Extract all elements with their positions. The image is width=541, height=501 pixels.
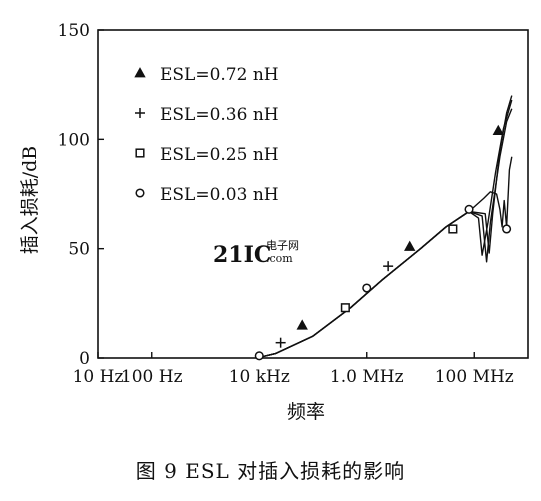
x-tick-label: 10 kHz	[229, 367, 290, 387]
series-2-marker-0	[340, 303, 350, 313]
series-1-marker-1	[383, 261, 394, 272]
x-tick-label: 100 Hz	[121, 367, 183, 387]
legend: ESL=0.72 nH ESL=0.36 nH ESL=0.25 nH ESL=0.0…	[134, 65, 279, 205]
legend-label-2: ESL=0.25 nH	[160, 145, 279, 165]
y-axis-title: 插入损耗/dB	[19, 146, 41, 255]
series-3-marker-1	[362, 283, 372, 293]
series-3-marker-0	[254, 351, 264, 361]
series-line-1	[256, 108, 513, 359]
series-markers	[254, 124, 512, 361]
legend-label-0: ESL=0.72 nH	[160, 65, 279, 85]
legend-marker-0	[134, 67, 146, 78]
watermark-domain: .com	[266, 252, 293, 265]
y-tick-label: 100	[58, 130, 90, 150]
legend-marker-1	[135, 108, 145, 118]
y-tick-label: 50	[68, 240, 90, 260]
series-line-2	[256, 95, 513, 359]
series-1-marker-0	[275, 337, 286, 348]
series-line-0	[256, 99, 513, 359]
legend-label-1: ESL=0.36 nH	[160, 105, 279, 125]
series-0-marker-2	[492, 124, 504, 135]
y-tick-label: 0	[79, 349, 90, 369]
watermark-sub: 电子网	[266, 239, 299, 252]
figure-caption: 图 9 ESL 对插入损耗的影响	[135, 459, 406, 483]
series-line-3	[256, 156, 513, 359]
legend-marker-2	[135, 148, 145, 158]
watermark-main: 21IC	[213, 242, 271, 268]
series-3-marker-2	[464, 204, 474, 214]
series-lines	[256, 95, 513, 359]
x-tick-label: 100 MHz	[435, 367, 514, 387]
series-0-marker-1	[404, 240, 416, 251]
watermark-logo: 21IC 电子网 .com	[213, 239, 299, 268]
y-tick-label: 150	[58, 21, 90, 41]
series-2-marker-1	[448, 224, 458, 234]
plot-frame	[97, 29, 529, 359]
legend-marker-3	[135, 188, 145, 198]
x-tick-label: 10 Hz	[73, 367, 124, 387]
x-axis-title: 频率	[287, 401, 325, 423]
series-3-marker-3	[502, 224, 512, 234]
x-tick-label: 1.0 MHz	[330, 367, 404, 387]
legend-label-3: ESL=0.03 nH	[160, 185, 279, 205]
series-0-marker-0	[296, 319, 308, 330]
